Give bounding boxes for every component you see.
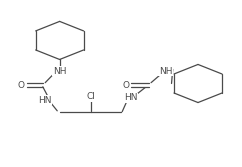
Text: O: O <box>122 81 129 90</box>
Text: NH: NH <box>159 67 172 76</box>
Text: HN: HN <box>124 93 137 102</box>
Text: HN: HN <box>38 96 52 105</box>
Text: O: O <box>18 81 25 90</box>
Text: NH: NH <box>53 67 66 76</box>
Text: Cl: Cl <box>86 92 95 101</box>
